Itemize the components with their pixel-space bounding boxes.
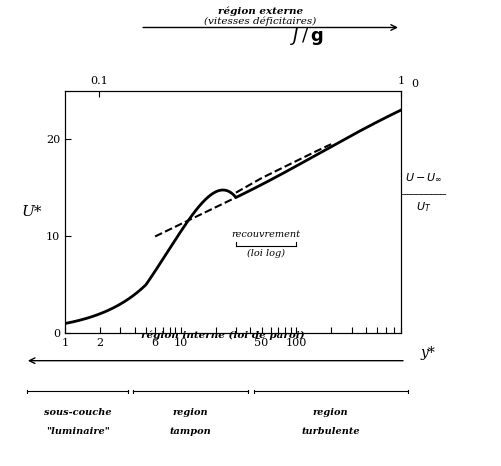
Text: recouvrement: recouvrement [231,230,301,239]
Text: region: region [313,408,349,417]
Text: "luminaire": "luminaire" [46,426,110,436]
Text: région externe: région externe [218,7,303,16]
Text: $U - U_\infty$: $U - U_\infty$ [404,171,442,183]
Text: U*: U* [22,205,42,219]
Text: region: region [172,408,208,417]
Text: $U_T$: $U_T$ [416,200,431,214]
Text: (loi log): (loi log) [247,249,285,258]
Text: ─────────: ───────── [401,189,446,198]
Text: turbulente: turbulente [301,426,360,436]
Text: 0: 0 [411,79,418,89]
Text: sous-couche: sous-couche [44,408,111,417]
Text: région interne (loi de paroi): région interne (loi de paroi) [141,331,305,340]
Text: (vitesses déficitaires): (vitesses déficitaires) [204,16,317,26]
Text: tampon: tampon [169,426,211,436]
Text: $J\,/\,\mathbf{g}$: $J\,/\,\mathbf{g}$ [290,26,324,47]
Text: y*: y* [420,346,435,360]
